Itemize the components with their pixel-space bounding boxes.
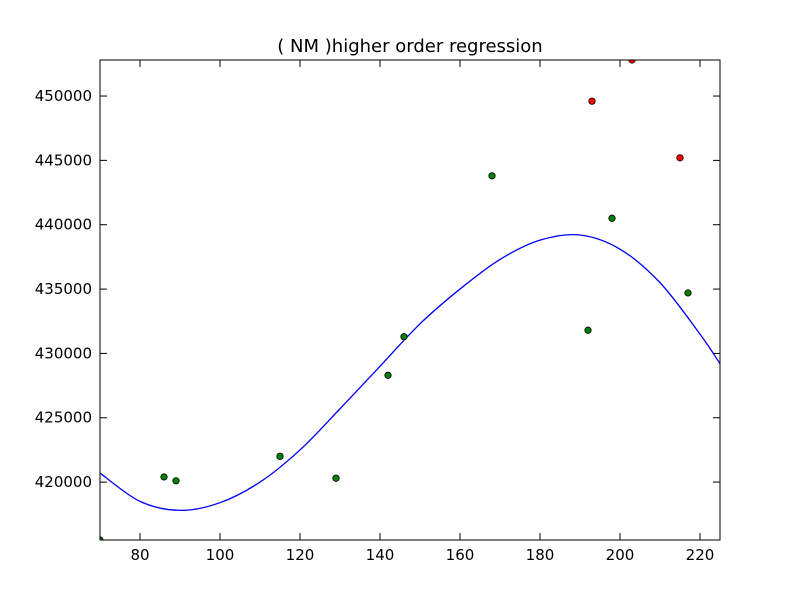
x-tick-label: 180: [526, 546, 555, 564]
y-tick-label: 430000: [35, 344, 92, 362]
y-tick-label: 420000: [35, 473, 92, 491]
data-point-0-9: [608, 214, 616, 222]
x-tick-label: 80: [130, 546, 149, 564]
data-point-0-6: [400, 333, 408, 341]
y-tick-label: 435000: [35, 280, 92, 298]
y-tick-label: 440000: [35, 216, 92, 234]
data-point-0-2: [172, 477, 180, 485]
x-tick-label: 140: [366, 546, 395, 564]
x-tick-label: 100: [206, 546, 235, 564]
data-point-0-3: [276, 452, 284, 460]
data-point-0-5: [384, 371, 392, 379]
x-tick-label: 120: [286, 546, 315, 564]
y-tick-label: 425000: [35, 409, 92, 427]
data-point-1-2: [676, 154, 684, 162]
x-tick-label: 220: [686, 546, 715, 564]
y-tick-label: 450000: [35, 87, 92, 105]
chart-title: ( NM )higher order regression: [277, 36, 542, 57]
regression-line: [100, 233, 720, 512]
data-point-1-0: [588, 97, 596, 105]
data-point-1-1: [628, 60, 636, 64]
data-point-0-1: [160, 473, 168, 481]
axes: 80 100 120 140 160 180 200 220 420000 425000 43000…: [35, 59, 721, 564]
data-point-0-4: [332, 474, 340, 482]
x-tick-label: 200: [606, 546, 635, 564]
y-tick-label: 445000: [35, 151, 92, 169]
x-tick-label: 160: [446, 546, 475, 564]
plot-area: [100, 60, 720, 540]
data-point-0-10: [684, 289, 692, 297]
data-point-0-8: [584, 326, 592, 334]
plot-frame: [99, 59, 721, 541]
data-point-0-7: [488, 172, 496, 180]
